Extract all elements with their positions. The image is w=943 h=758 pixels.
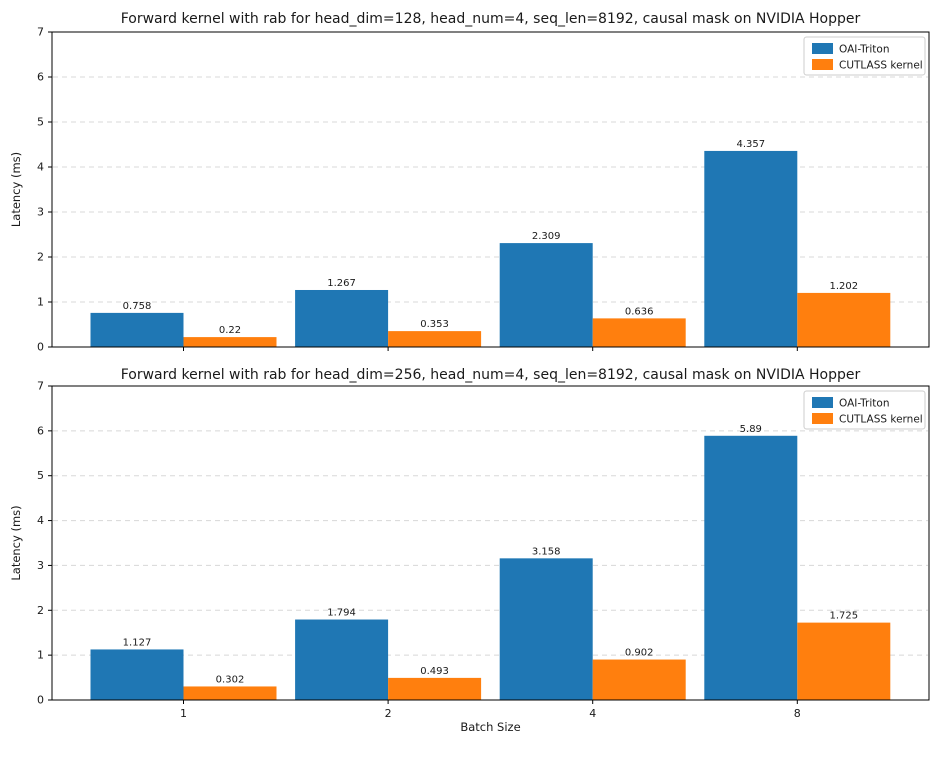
- legend-swatch-cutlass-kernel: [812, 59, 833, 70]
- bar-oai-triton: [90, 312, 184, 347]
- bar-cutlass-kernel: [183, 337, 277, 347]
- chart-title: Forward kernel with rab for head_dim=256…: [121, 367, 861, 383]
- bar-value-label: 0.22: [219, 325, 241, 336]
- y-tick-label: 1: [37, 296, 44, 309]
- y-tick-label: 2: [37, 604, 44, 617]
- y-tick-label: 6: [37, 71, 44, 84]
- legend-box: [803, 36, 926, 76]
- bar-value-label: 3.158: [532, 546, 561, 557]
- y-tick-label: 3: [37, 559, 44, 572]
- plot-frame: [51, 385, 930, 701]
- bar-oai-triton: [90, 649, 184, 700]
- x-tick-label: 1: [180, 707, 187, 720]
- bar-value-label: 0.302: [216, 674, 245, 685]
- legend-label: CUTLASS kernel: [839, 414, 923, 426]
- bar-value-label: 2.309: [532, 231, 561, 242]
- legend-label: OAI-Triton: [839, 398, 890, 410]
- y-tick-label: 5: [37, 116, 44, 129]
- plot-frame: [51, 31, 930, 348]
- legend-swatch-oai-triton: [812, 43, 833, 54]
- bar-cutlass-kernel: [592, 318, 686, 347]
- y-tick-label: 6: [37, 424, 44, 437]
- bar-oai-triton: [704, 435, 798, 700]
- y-tick-label: 4: [37, 161, 44, 174]
- y-tick-label: 4: [37, 514, 44, 527]
- y-tick-label: 1: [37, 649, 44, 662]
- bar-value-label: 1.127: [123, 637, 152, 648]
- legend-label: CUTLASS kernel: [839, 60, 923, 72]
- bar-oai-triton: [499, 558, 593, 700]
- bar-cutlass-kernel: [592, 659, 686, 700]
- y-tick-label: 7: [37, 26, 44, 39]
- y-tick-label: 0: [37, 694, 44, 707]
- bar-value-label: 0.353: [420, 319, 449, 330]
- bar-value-label: 4.357: [736, 139, 765, 150]
- bar-cutlass-kernel: [388, 677, 482, 700]
- y-tick-label: 3: [37, 206, 44, 219]
- x-axis-label: Batch Size: [460, 720, 520, 734]
- chart-title: Forward kernel with rab for head_dim=128…: [121, 11, 861, 27]
- y-tick-label: 5: [37, 469, 44, 482]
- bar-oai-triton: [704, 150, 798, 347]
- legend-swatch-cutlass-kernel: [812, 413, 833, 424]
- bar-value-label: 0.493: [420, 666, 449, 677]
- y-tick-label: 7: [37, 380, 44, 393]
- bar-value-label: 1.267: [327, 278, 356, 289]
- legend-swatch-oai-triton: [812, 397, 833, 408]
- bar-value-label: 0.636: [625, 306, 654, 317]
- bar-cutlass-kernel: [797, 622, 891, 700]
- bar-value-label: 1.202: [829, 281, 858, 292]
- bar-value-label: 1.794: [327, 608, 356, 619]
- bar-oai-triton: [295, 289, 389, 347]
- bar-value-label: 5.89: [740, 424, 762, 435]
- legend-box: [803, 390, 926, 430]
- bar-cutlass-kernel: [183, 686, 277, 700]
- bar-cutlass-kernel: [797, 292, 891, 347]
- bar-oai-triton: [295, 619, 389, 700]
- bar-value-label: 0.902: [625, 648, 654, 659]
- bar-value-label: 0.758: [123, 301, 152, 312]
- bar-cutlass-kernel: [388, 331, 482, 347]
- legend-label: OAI-Triton: [839, 44, 890, 56]
- x-tick-label: 2: [385, 707, 392, 720]
- x-tick-label: 4: [589, 707, 596, 720]
- y-axis-label: Latency (ms): [9, 505, 23, 580]
- x-tick-label: 8: [794, 707, 801, 720]
- bar-oai-triton: [499, 243, 593, 347]
- bar-value-label: 1.725: [829, 611, 858, 622]
- y-tick-label: 2: [37, 251, 44, 264]
- y-axis-label: Latency (ms): [9, 152, 23, 227]
- y-tick-label: 0: [37, 341, 44, 354]
